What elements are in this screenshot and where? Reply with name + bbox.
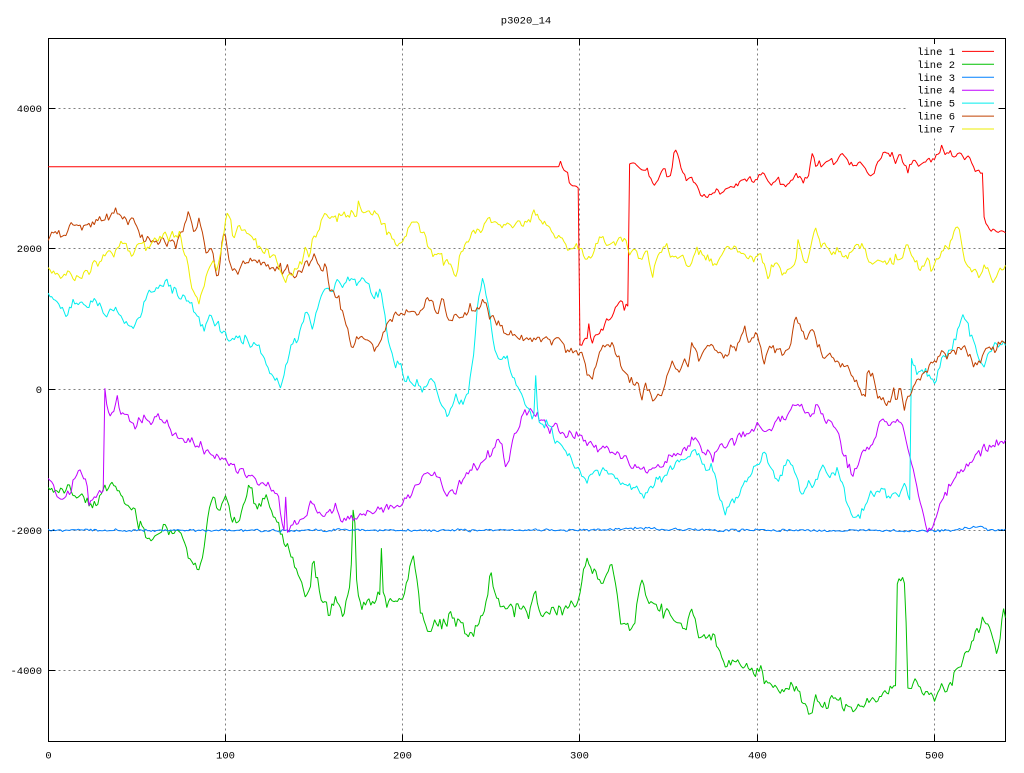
svg-text:p3020_14: p3020_14 <box>501 16 551 28</box>
svg-text:line 1: line 1 <box>917 47 955 59</box>
svg-text:200: 200 <box>393 751 412 763</box>
svg-text:2000: 2000 <box>17 244 42 256</box>
svg-text:line 7: line 7 <box>917 125 955 137</box>
svg-text:400: 400 <box>748 751 767 763</box>
svg-text:100: 100 <box>216 751 235 763</box>
svg-text:line 2: line 2 <box>917 60 955 72</box>
svg-text:0: 0 <box>45 751 51 763</box>
svg-text:500: 500 <box>925 751 944 763</box>
svg-text:line 5: line 5 <box>917 99 955 111</box>
svg-text:line 6: line 6 <box>917 112 955 124</box>
svg-text:4000: 4000 <box>17 104 42 116</box>
svg-text:line 4: line 4 <box>917 86 955 98</box>
svg-text:line 3: line 3 <box>917 73 955 85</box>
svg-text:300: 300 <box>570 751 589 763</box>
svg-text:-4000: -4000 <box>10 666 42 678</box>
svg-text:0: 0 <box>36 385 42 397</box>
svg-text:-2000: -2000 <box>10 526 42 538</box>
